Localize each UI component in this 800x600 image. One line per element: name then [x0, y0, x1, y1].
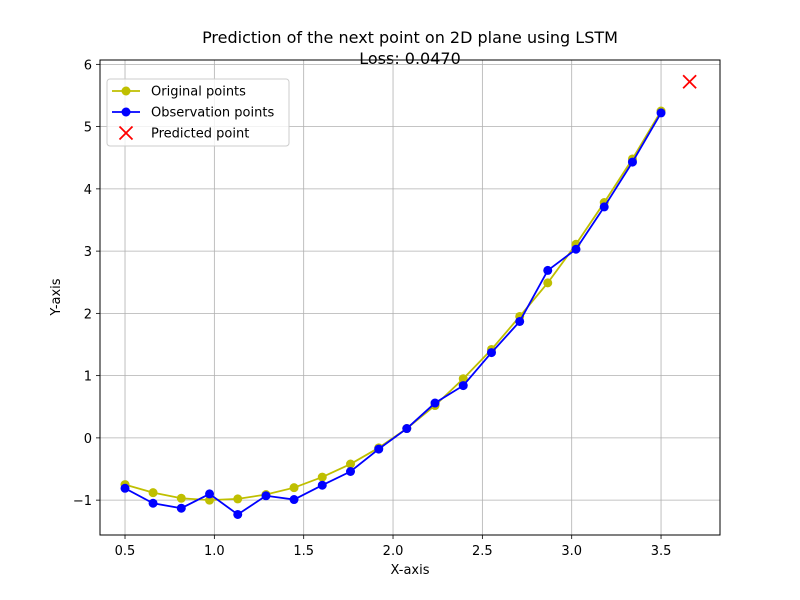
observation-points-point — [233, 509, 243, 519]
plot-area — [120, 74, 697, 519]
legend-swatch-stroke — [118, 125, 134, 141]
ticks: 0.5 1.0 1.5 2.0 2.5 3.0 3.5 −1 0 1 2 3 4 5 6 — [73, 58, 672, 559]
legend-label: Observation points — [151, 106, 274, 121]
x-tick-label: 1.5 — [293, 544, 314, 559]
observation-points-point — [176, 503, 186, 513]
x-tick-label: 3.5 — [651, 544, 672, 559]
legend-entry-observation-points: Observation points — [112, 106, 274, 121]
observation-points-point — [346, 467, 356, 477]
legend: Original points Observation points Predict… — [106, 78, 290, 147]
original-points-point — [233, 494, 243, 504]
x-tick-label: 0.5 — [115, 544, 136, 559]
y-tick-label: 6 — [84, 58, 92, 73]
observation-points-point — [430, 398, 440, 408]
original-points-point — [346, 459, 356, 469]
original-points-point — [458, 374, 468, 384]
original-points-point — [543, 278, 553, 288]
legend-swatch-point — [121, 86, 131, 96]
original-points-point — [148, 488, 158, 498]
observation-points-point — [402, 424, 412, 434]
chart-title: Prediction of the next point on 2D plane… — [202, 28, 618, 47]
original-points-point — [317, 472, 327, 482]
observation-points-line — [124, 112, 662, 516]
observation-points-point — [458, 381, 468, 391]
legend-label: Predicted point — [151, 127, 249, 142]
observation-points-point — [486, 348, 496, 358]
x-tick-label: 1.0 — [204, 544, 225, 559]
x-tick-label: 3.0 — [561, 544, 582, 559]
y-tick-label: −1 — [73, 494, 92, 509]
observation-points-point — [289, 495, 299, 505]
y-tick-label: 4 — [84, 183, 92, 198]
chart-subtitle: Loss: 0.0470 — [359, 49, 461, 68]
legend-label: Original points — [151, 85, 246, 100]
predicted-point-marker-stroke — [682, 74, 697, 89]
y-tick-label: 5 — [84, 121, 92, 136]
predicted-point-marker — [682, 74, 697, 89]
y-tick-label: 1 — [84, 370, 92, 385]
y-tick-label: 3 — [84, 245, 92, 260]
observation-points-point — [205, 489, 215, 499]
legend-box — [106, 78, 290, 147]
legend-swatch-point — [121, 107, 131, 117]
observation-points-point — [543, 265, 553, 275]
y-tick-label: 0 — [84, 432, 92, 447]
observation-points-point — [571, 244, 581, 254]
observation-points-point — [148, 498, 158, 508]
original-points-point — [289, 483, 299, 493]
x-tick-label: 2.0 — [383, 544, 404, 559]
observation-points-point — [317, 480, 327, 490]
x-axis-label: X-axis — [391, 563, 430, 578]
predicted-point-series — [682, 74, 697, 89]
observation-points-point — [599, 202, 609, 212]
legend-entry-predicted-point: Predicted point — [118, 125, 249, 142]
observation-points-point — [656, 108, 666, 118]
legend-entry-original-points: Original points — [112, 85, 246, 100]
original-points-point — [176, 493, 186, 503]
observation-points-point — [374, 444, 384, 454]
observation-points-point — [261, 491, 271, 501]
y-tick-label: 2 — [84, 307, 92, 322]
observation-points-point — [627, 157, 637, 167]
x-tick-label: 2.5 — [472, 544, 493, 559]
original-points-point — [205, 495, 215, 505]
axes-frame — [99, 59, 721, 536]
observation-points-point — [515, 316, 525, 326]
observation-points-series — [120, 108, 666, 519]
observation-points-point — [120, 483, 130, 493]
y-axis-label: Y-axis — [49, 278, 64, 316]
